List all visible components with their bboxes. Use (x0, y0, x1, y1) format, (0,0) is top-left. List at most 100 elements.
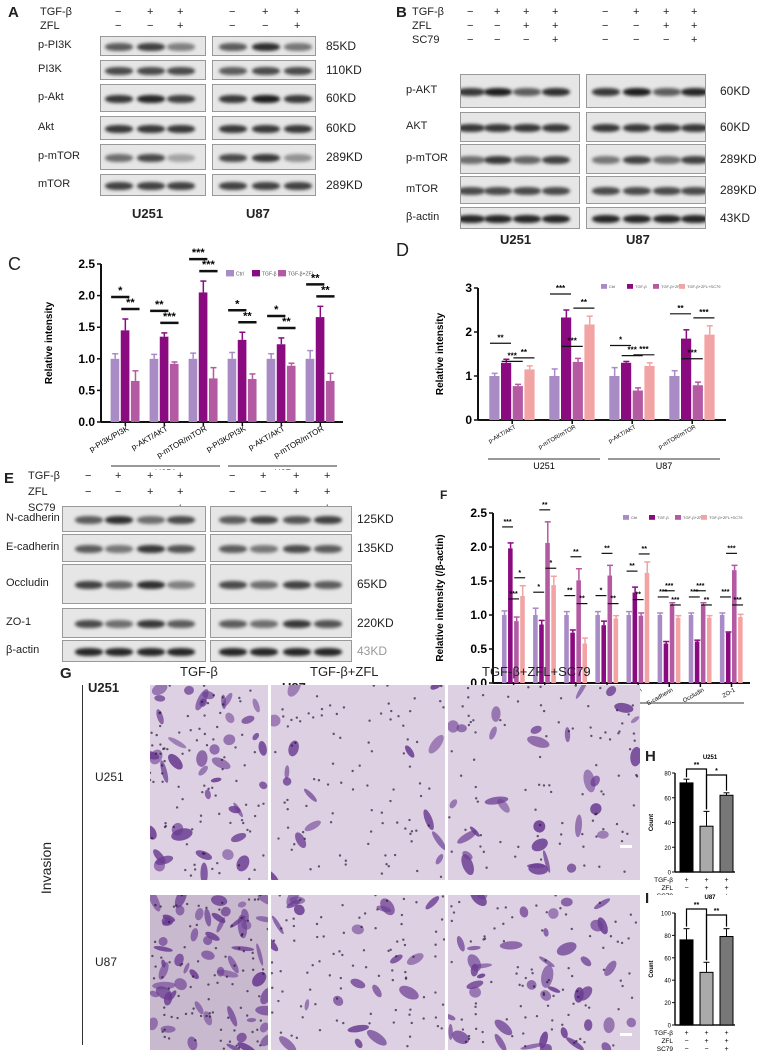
significance-marker: ** (677, 304, 684, 313)
y-tick-label: 20 (664, 846, 671, 852)
condition-sign: − (85, 486, 92, 498)
protein-label: PI3K (38, 63, 62, 75)
bar (159, 336, 169, 422)
cell-stain (448, 685, 640, 876)
y-tick-label: 1.5 (470, 574, 487, 588)
protein-band (219, 67, 247, 75)
bar (266, 358, 276, 422)
condition-label: TGF-β (40, 6, 72, 18)
y-tick-label: 2.5 (470, 506, 487, 520)
bar (570, 632, 575, 683)
significance-marker: ** (521, 348, 528, 357)
bar (286, 365, 296, 422)
legend-label: TGF-β+ZFL (288, 272, 315, 278)
significance-marker: *** (699, 308, 709, 317)
legend-label: TGF-β (262, 272, 277, 278)
x-tick-label: p-PI3K/PI3K (205, 424, 248, 454)
molecular-weight: 289KD (326, 178, 363, 192)
protein-band (75, 648, 103, 656)
protein-band (484, 187, 512, 195)
protein-band (461, 124, 485, 132)
protein-band (653, 156, 681, 164)
blot-strip (586, 74, 706, 108)
significance-marker: ** (321, 284, 330, 296)
condition-label: TGF-β (654, 877, 673, 884)
blot-strip (210, 534, 352, 562)
bar (679, 939, 694, 1026)
blot-strip (100, 60, 206, 80)
condition-sign: + (704, 1030, 708, 1037)
protein-band (252, 67, 280, 75)
protein-band (75, 581, 103, 589)
protein-band (461, 215, 485, 223)
bar (188, 358, 198, 422)
protein-band (283, 648, 311, 656)
condition-sign: − (229, 470, 236, 482)
blot-strip (62, 564, 206, 604)
blot-strip (212, 60, 316, 80)
protein-band (137, 125, 165, 133)
invasion-image (271, 895, 445, 1050)
protein-band (167, 620, 195, 628)
bar (719, 794, 734, 873)
condition-sign: + (177, 470, 184, 482)
protein-band (105, 516, 133, 524)
bar (632, 390, 643, 420)
protein-band (284, 95, 312, 103)
condition-sign: − (85, 470, 92, 482)
bar (582, 643, 588, 683)
condition-sign: + (294, 6, 301, 18)
bar (564, 615, 569, 683)
condition-sign: + (724, 1046, 728, 1053)
y-tick-label: 60 (664, 796, 671, 802)
bar (198, 292, 208, 422)
condition-label: TGF-β (412, 6, 444, 18)
protein-band (623, 124, 651, 132)
protein-band (105, 620, 133, 628)
protein-band (283, 581, 311, 589)
invasion-image (448, 685, 640, 880)
significance-marker: * (518, 570, 521, 577)
blot-strip (210, 506, 352, 532)
x-tick-label: p-mTOR/mTOR (538, 424, 578, 451)
legend-swatch (653, 284, 659, 289)
condition-sign: + (523, 6, 530, 18)
condition-sign: + (177, 20, 184, 32)
protein-band (75, 545, 103, 553)
bar (669, 605, 675, 683)
protein-band (284, 182, 312, 190)
legend-label: Ctrl (631, 515, 637, 520)
protein-band (105, 581, 133, 589)
significance-marker: ** (126, 297, 135, 309)
protein-band (653, 124, 681, 132)
significance-marker: ** (704, 597, 710, 604)
condition-label: TGF-β (28, 470, 60, 482)
chart-title: U251 (703, 755, 718, 761)
bar (601, 625, 607, 683)
molecular-weight: 65KD (357, 577, 388, 591)
protein-label: ZO-1 (6, 616, 32, 628)
blot-strip (210, 640, 352, 662)
protein-band (542, 124, 570, 132)
protein-band (592, 156, 620, 164)
protein-band (592, 88, 620, 96)
y-tick-label: 0.0 (78, 415, 95, 429)
significance-marker: ** (610, 596, 616, 603)
significance-marker: *** (690, 589, 698, 596)
condition-sign: + (704, 885, 708, 892)
cell-stain (448, 895, 638, 1050)
bar (679, 782, 694, 873)
condition-sign: + (293, 486, 300, 498)
significance-marker: ** (567, 588, 573, 595)
significance-marker: *** (556, 284, 566, 293)
legend-label: Ctrl (609, 284, 615, 289)
y-tick-label: 0.5 (78, 383, 95, 397)
protein-label: E-cadherin (6, 541, 60, 553)
bar (524, 369, 535, 420)
condition-sign: + (552, 34, 559, 46)
blot-strip (100, 144, 206, 170)
y-tick-label: 100 (661, 912, 672, 918)
condition-sign: − (704, 893, 708, 895)
protein-band (461, 88, 485, 96)
bar (719, 615, 725, 683)
